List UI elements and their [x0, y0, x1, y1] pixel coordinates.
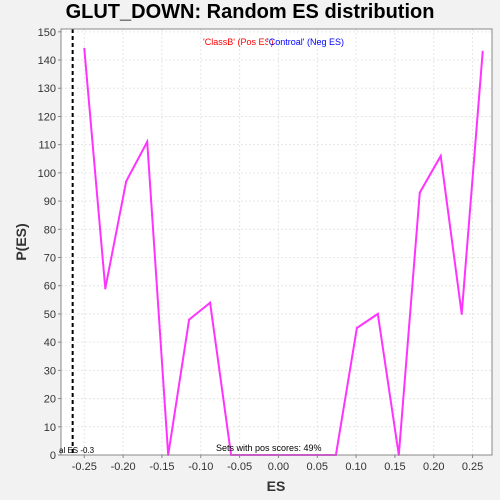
chart-title: GLUT_DOWN: Random ES distribution — [65, 1, 435, 23]
y-tick-label: 30 — [44, 365, 56, 377]
data-point — [125, 180, 128, 183]
data-point — [188, 318, 191, 321]
y-tick-label: 10 — [44, 422, 56, 434]
data-point — [209, 301, 212, 304]
x-tick-label: -0.15 — [149, 461, 174, 473]
pos-scores-note: Sets with pos scores: 49% — [216, 443, 322, 453]
x-axis: -0.25 -0.20 -0.15 -0.10 -0.05 0.00 0.05 0.10 0.1… — [72, 455, 483, 473]
x-tick-label: 0.10 — [345, 461, 366, 473]
data-point — [439, 154, 442, 157]
y-tick-label: 140 — [38, 55, 56, 67]
y-tick-label: 100 — [38, 168, 56, 180]
grid — [61, 29, 492, 456]
data-point — [146, 140, 149, 143]
data-point — [376, 312, 379, 315]
legend-pos-label: 'ClassB' (Pos ES) — [203, 37, 273, 47]
y-tick-label: 70 — [44, 253, 56, 265]
x-tick-label: 0.05 — [307, 461, 328, 473]
y-tick-label: 60 — [44, 281, 56, 293]
data-point — [481, 50, 484, 53]
data-point — [83, 47, 86, 50]
x-tick-label: -0.20 — [111, 461, 136, 473]
y-tick-label: 40 — [44, 337, 56, 349]
data-point — [104, 287, 107, 290]
x-axis-label: ES — [267, 478, 286, 494]
x-tick-label: -0.05 — [227, 461, 252, 473]
x-tick-label: 0.20 — [423, 461, 444, 473]
x-tick-label: -0.10 — [188, 461, 213, 473]
y-tick-label: 90 — [44, 196, 56, 208]
y-axis-label: P(ES) — [13, 223, 29, 260]
legend-pos-mask — [268, 36, 271, 47]
y-tick-label: 50 — [44, 309, 56, 321]
plot-border — [60, 28, 493, 456]
observed-es-label: al ES -0.3 — [59, 446, 95, 455]
x-tick-label: 0.15 — [384, 461, 405, 473]
y-tick-label: 80 — [44, 224, 56, 236]
x-tick-label: 0.00 — [268, 461, 289, 473]
y-tick-label: 110 — [38, 140, 56, 152]
legend-neg-label: 'Controal' (Neg ES) — [267, 37, 344, 47]
data-point — [355, 327, 358, 330]
data-point — [460, 312, 463, 315]
y-tick-label: 20 — [44, 394, 56, 406]
y-tick-label: 120 — [38, 111, 56, 123]
y-tick-label: 0 — [50, 450, 56, 462]
plot-area — [61, 29, 492, 455]
x-tick-label: -0.25 — [72, 461, 97, 473]
x-tick-label: 0.25 — [462, 461, 483, 473]
data-point — [418, 191, 421, 194]
y-axis: 0 10 20 30 40 50 60 70 80 90 100 110 120 130 140 150 — [38, 27, 61, 462]
y-tick-label: 130 — [38, 83, 56, 95]
y-tick-label: 150 — [38, 27, 56, 39]
